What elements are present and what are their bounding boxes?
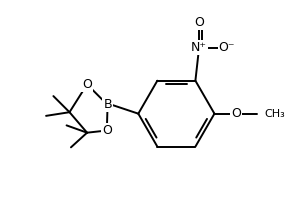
- Text: B: B: [103, 98, 112, 111]
- Text: O⁻: O⁻: [219, 41, 235, 54]
- Text: O: O: [194, 16, 204, 29]
- Text: O: O: [102, 124, 112, 137]
- Text: O: O: [232, 107, 241, 120]
- Text: CH₃: CH₃: [264, 109, 285, 119]
- Text: O: O: [82, 78, 92, 91]
- Text: N⁺: N⁺: [191, 41, 207, 54]
